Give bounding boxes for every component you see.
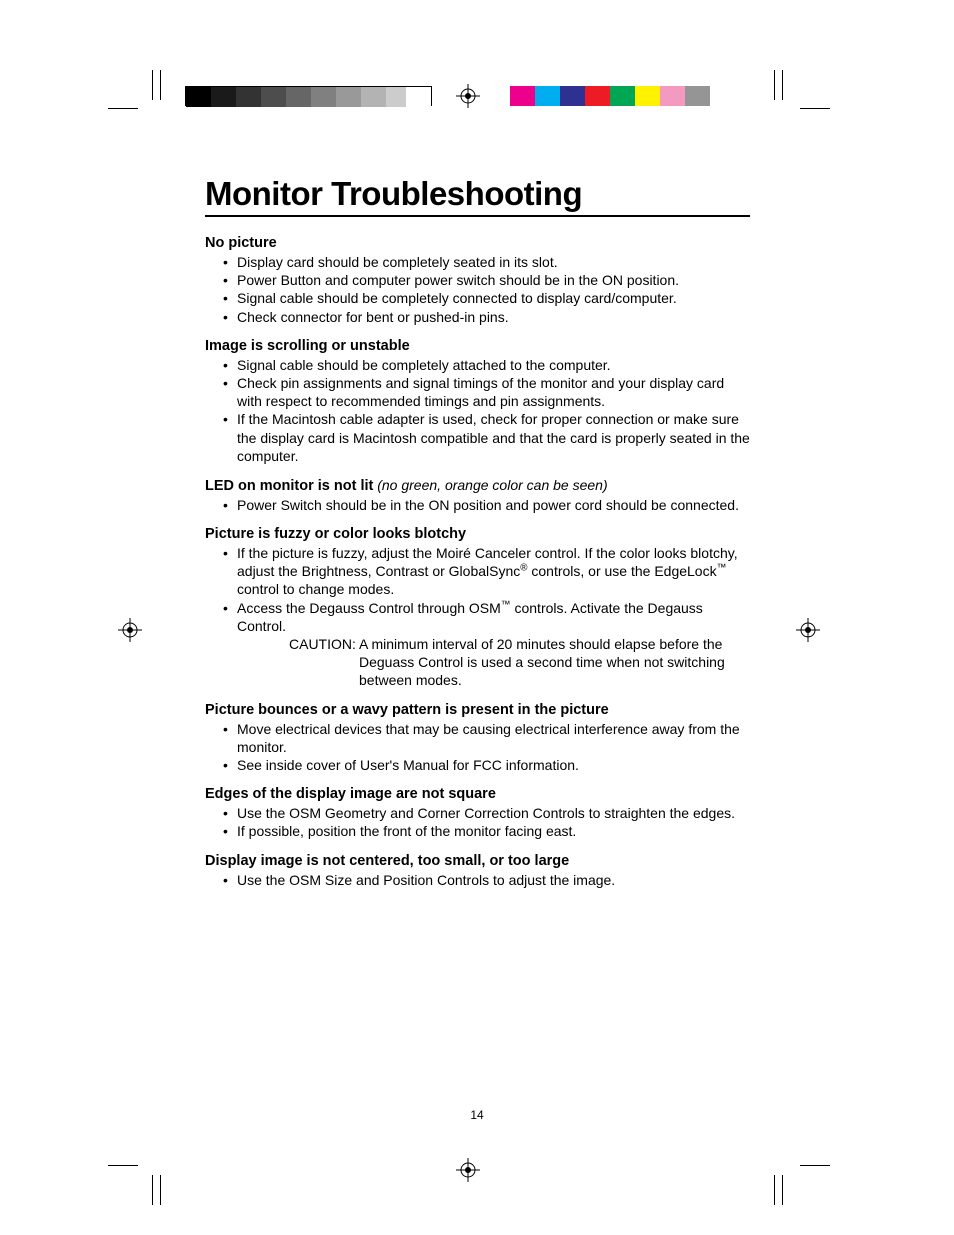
troubleshooting-section: Display image is not centered, too small… — [205, 853, 750, 889]
section-heading: Display image is not centered, too small… — [205, 853, 750, 869]
list-item: If possible, position the front of the m… — [237, 822, 750, 840]
section-heading: Edges of the display image are not squar… — [205, 786, 750, 802]
swatch — [635, 86, 660, 106]
crop-mark — [160, 70, 161, 100]
caution-note: CAUTION: A minimum interval of 20 minute… — [205, 635, 750, 690]
list-item: Use the OSM Geometry and Corner Correcti… — [237, 804, 750, 822]
crop-mark — [800, 1165, 830, 1166]
list-item: Signal cable should be completely attach… — [237, 356, 750, 374]
swatch — [236, 87, 261, 107]
crop-mark — [152, 1175, 153, 1205]
section-heading: Picture is fuzzy or color looks blotchy — [205, 526, 750, 542]
caution-label: CAUTION: — [289, 636, 359, 652]
crop-mark — [800, 108, 830, 109]
troubleshooting-section: Picture is fuzzy or color looks blotchy I… — [205, 526, 750, 690]
registration-mark-icon — [796, 618, 820, 642]
list-item: Check connector for bent or pushed-in pi… — [237, 308, 750, 326]
section-heading: Image is scrolling or unstable — [205, 338, 750, 354]
swatch — [560, 86, 585, 106]
list-item: Use the OSM Size and Position Controls t… — [237, 871, 750, 889]
list-item: Power Button and computer power switch s… — [237, 271, 750, 289]
list-item: If the picture is fuzzy, adjust the Moir… — [237, 544, 750, 599]
page-number: 14 — [0, 1108, 954, 1122]
swatch — [406, 87, 431, 107]
swatch — [286, 87, 311, 107]
troubleshooting-section: Image is scrolling or unstable Signal cab… — [205, 338, 750, 465]
crop-mark — [160, 1175, 161, 1205]
bullet-list: Use the OSM Size and Position Controls t… — [205, 871, 750, 889]
list-item: Check pin assignments and signal timings… — [237, 374, 750, 410]
bullet-list: Signal cable should be completely attach… — [205, 356, 750, 465]
swatch — [186, 87, 211, 107]
swatch — [585, 86, 610, 106]
document-page: Monitor Troubleshooting No picture Displa… — [205, 175, 750, 901]
list-item: Access the Degauss Control through OSM™ … — [237, 599, 750, 635]
swatch — [660, 86, 685, 106]
color-calibration-bar — [510, 86, 755, 106]
swatch — [685, 86, 710, 106]
bullet-list: If the picture is fuzzy, adjust the Moir… — [205, 544, 750, 635]
section-heading: LED on monitor is not lit (no green, ora… — [205, 477, 750, 494]
bullet-list: Power Switch should be in the ON positio… — [205, 496, 750, 514]
troubleshooting-section: Picture bounces or a wavy pattern is pre… — [205, 702, 750, 775]
crop-mark — [774, 70, 775, 100]
swatch — [211, 87, 236, 107]
list-item: Power Switch should be in the ON positio… — [237, 496, 750, 514]
list-item: If the Macintosh cable adapter is used, … — [237, 410, 750, 465]
swatch — [610, 86, 635, 106]
bullet-list: Display card should be completely seated… — [205, 253, 750, 326]
grayscale-calibration-bar — [185, 86, 432, 106]
page-title: Monitor Troubleshooting — [205, 175, 750, 217]
list-item: Display card should be completely seated… — [237, 253, 750, 271]
crop-mark — [782, 1175, 783, 1205]
swatch — [510, 86, 535, 106]
section-heading-note: (no green, orange color can be seen) — [373, 477, 607, 493]
swatch — [735, 86, 755, 106]
swatch — [535, 86, 560, 106]
section-heading: No picture — [205, 235, 750, 251]
crop-mark — [152, 70, 153, 100]
troubleshooting-section: No picture Display card should be complet… — [205, 235, 750, 326]
registration-mark-icon — [456, 1158, 480, 1182]
list-item: Signal cable should be completely connec… — [237, 289, 750, 307]
swatch — [336, 87, 361, 107]
section-heading: Picture bounces or a wavy pattern is pre… — [205, 702, 750, 718]
registration-mark-icon — [456, 84, 480, 108]
list-item: Move electrical devices that may be caus… — [237, 720, 750, 756]
registration-mark-icon — [118, 618, 142, 642]
swatch — [311, 87, 336, 107]
caution-text: A minimum interval of 20 minutes should … — [359, 636, 725, 688]
crop-mark — [774, 1175, 775, 1205]
bullet-list: Use the OSM Geometry and Corner Correcti… — [205, 804, 750, 840]
crop-mark — [108, 1165, 138, 1166]
crop-mark — [108, 108, 138, 109]
swatch — [261, 87, 286, 107]
swatch — [361, 87, 386, 107]
troubleshooting-section: LED on monitor is not lit (no green, ora… — [205, 477, 750, 514]
bullet-list: Move electrical devices that may be caus… — [205, 720, 750, 775]
list-item: See inside cover of User's Manual for FC… — [237, 756, 750, 774]
swatch — [386, 87, 406, 107]
swatch — [710, 86, 735, 106]
troubleshooting-section: Edges of the display image are not squar… — [205, 786, 750, 840]
crop-mark — [782, 70, 783, 100]
